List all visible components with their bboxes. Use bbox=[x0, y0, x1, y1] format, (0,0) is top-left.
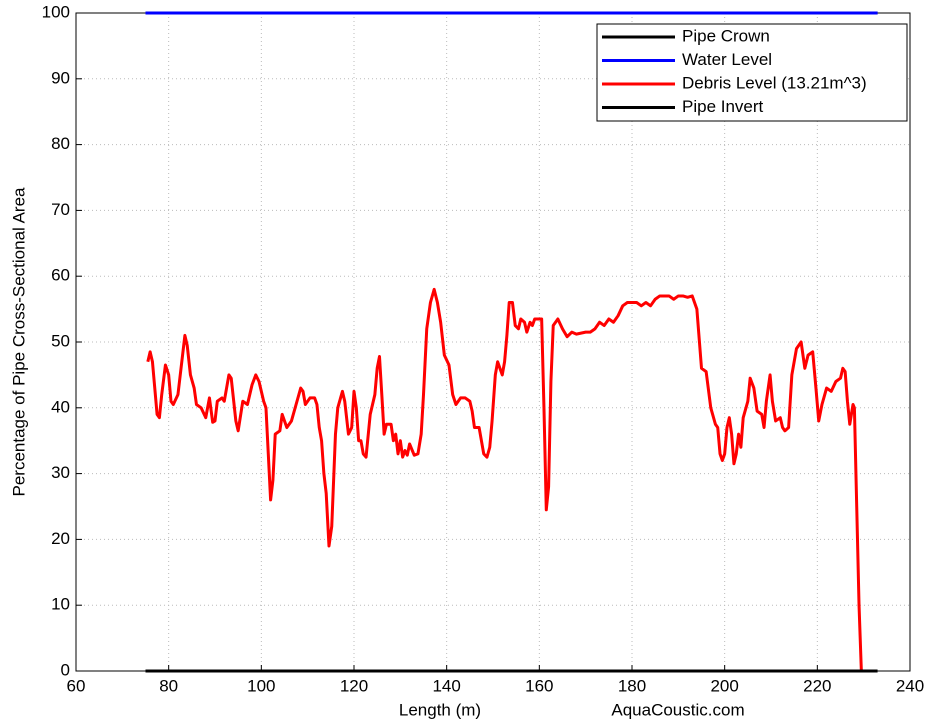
y-tick-label: 10 bbox=[51, 595, 70, 614]
y-tick-label: 90 bbox=[51, 68, 70, 87]
y-tick-label: 100 bbox=[42, 2, 70, 21]
y-tick-label: 50 bbox=[51, 331, 70, 350]
y-tick-label: 70 bbox=[51, 200, 70, 219]
x-tick-label: 240 bbox=[896, 676, 924, 695]
x-tick-label: 140 bbox=[432, 676, 460, 695]
x-tick-label: 80 bbox=[159, 676, 178, 695]
x-tick-label: 200 bbox=[710, 676, 738, 695]
x-axis-label: Length (m) bbox=[399, 700, 481, 719]
annotation: AquaCoustic.com bbox=[611, 700, 744, 719]
legend-label: Water Level bbox=[682, 50, 772, 69]
x-tick-label: 180 bbox=[618, 676, 646, 695]
series-line bbox=[146, 287, 863, 672]
y-tick-label: 60 bbox=[51, 266, 70, 285]
x-tick-label: 160 bbox=[525, 676, 553, 695]
legend-box bbox=[596, 23, 908, 122]
x-tick-label: 100 bbox=[247, 676, 275, 695]
legend-label: Debris Level (13.21m^3) bbox=[682, 73, 867, 92]
y-tick-label: 30 bbox=[51, 463, 70, 482]
y-tick-label: 20 bbox=[51, 529, 70, 548]
x-tick-label: 60 bbox=[67, 676, 86, 695]
y-tick-label: 80 bbox=[51, 134, 70, 153]
x-tick-label: 220 bbox=[803, 676, 831, 695]
y-tick-label: 0 bbox=[61, 660, 70, 679]
x-tick-label: 120 bbox=[340, 676, 368, 695]
y-tick-label: 40 bbox=[51, 397, 70, 416]
legend-label: Pipe Invert bbox=[682, 97, 764, 116]
y-axis-label: Percentage of Pipe Cross-Sectional Area bbox=[9, 187, 28, 497]
legend-label: Pipe Crown bbox=[682, 26, 770, 45]
